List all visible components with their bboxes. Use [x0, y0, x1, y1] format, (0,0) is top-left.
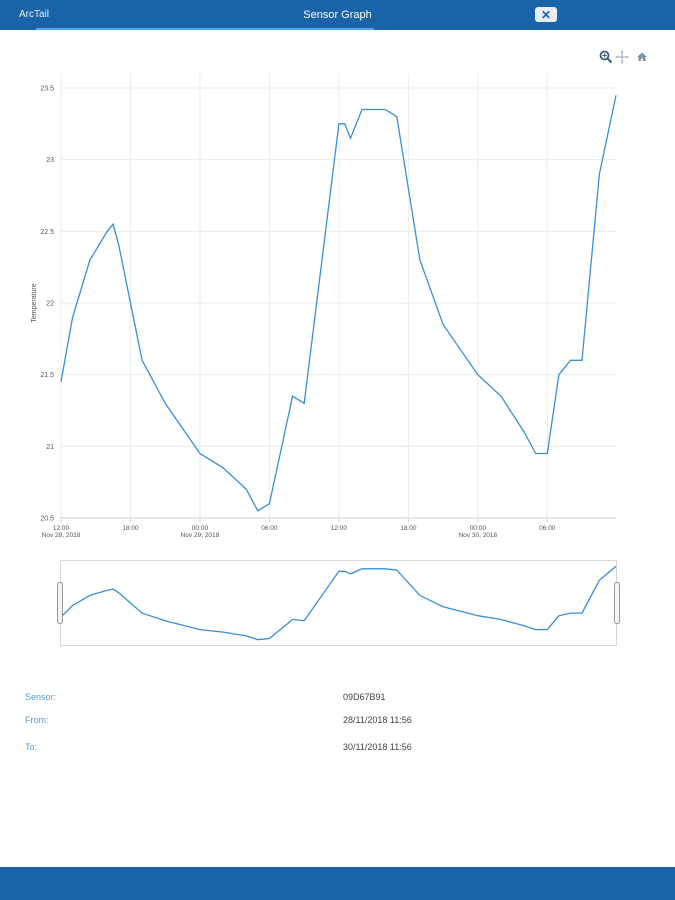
x-tick-time: 18:00	[122, 525, 139, 532]
y-tick-label: 23.5	[40, 86, 54, 93]
page-title: Sensor Graph	[303, 9, 372, 21]
x-tick-time: 00:00	[470, 525, 487, 532]
x-tick-date: Nov 30, 2018	[458, 532, 497, 539]
chart-grid	[60, 74, 616, 519]
x-tick-date: Nov 28, 2018	[42, 532, 81, 539]
close-icon: ✕	[540, 7, 552, 22]
from-label: From:	[25, 715, 49, 725]
app-brand[interactable]: ArcTail	[19, 9, 50, 20]
temperature-series-line	[60, 95, 617, 512]
x-tick-time: 06:00	[539, 525, 556, 532]
navigator-series-line	[60, 565, 617, 641]
to-value: 30/11/2018 11:56	[343, 742, 412, 752]
x-tick-time: 00:00	[192, 525, 209, 532]
x-tick-time: 12:00	[53, 525, 70, 532]
zoom-icon[interactable]	[599, 50, 613, 64]
sensor-label: Sensor:	[25, 692, 57, 702]
pan-icon[interactable]	[615, 50, 629, 64]
x-tick-date: Nov 29, 2018	[181, 532, 220, 539]
y-tick-label: 23	[46, 157, 54, 164]
y-tick-label: 22.5	[40, 229, 54, 236]
navigator-frame	[60, 560, 617, 646]
navigator-left-handle[interactable]	[57, 582, 63, 624]
footer-bar	[0, 867, 675, 900]
y-tick-label: 21	[46, 444, 54, 451]
home-icon[interactable]	[635, 50, 649, 64]
x-tick-time: 18:00	[400, 525, 417, 532]
chart-toolbar	[597, 50, 657, 66]
navigator-chart[interactable]	[0, 555, 675, 650]
header-bar: ArcTail Sensor Graph ✕	[0, 0, 675, 30]
from-value: 28/11/2018 11:56	[343, 715, 412, 725]
sensor-value: 09D67B91	[343, 692, 386, 702]
x-tick-time: 06:00	[261, 525, 278, 532]
y-tick-label: 20.5	[40, 516, 54, 523]
x-tick-time: 12:00	[331, 525, 348, 532]
header-underline	[36, 28, 374, 30]
y-axis: 20.5 21 21.5 22 22.5 23 23.5	[40, 86, 54, 523]
close-button[interactable]: ✕	[535, 7, 557, 22]
y-tick-label: 22	[46, 301, 54, 308]
navigator-right-handle[interactable]	[614, 582, 620, 624]
to-label: To:	[25, 742, 38, 752]
y-axis-label: Temperature	[31, 283, 38, 322]
y-tick-label: 21.5	[40, 372, 54, 379]
